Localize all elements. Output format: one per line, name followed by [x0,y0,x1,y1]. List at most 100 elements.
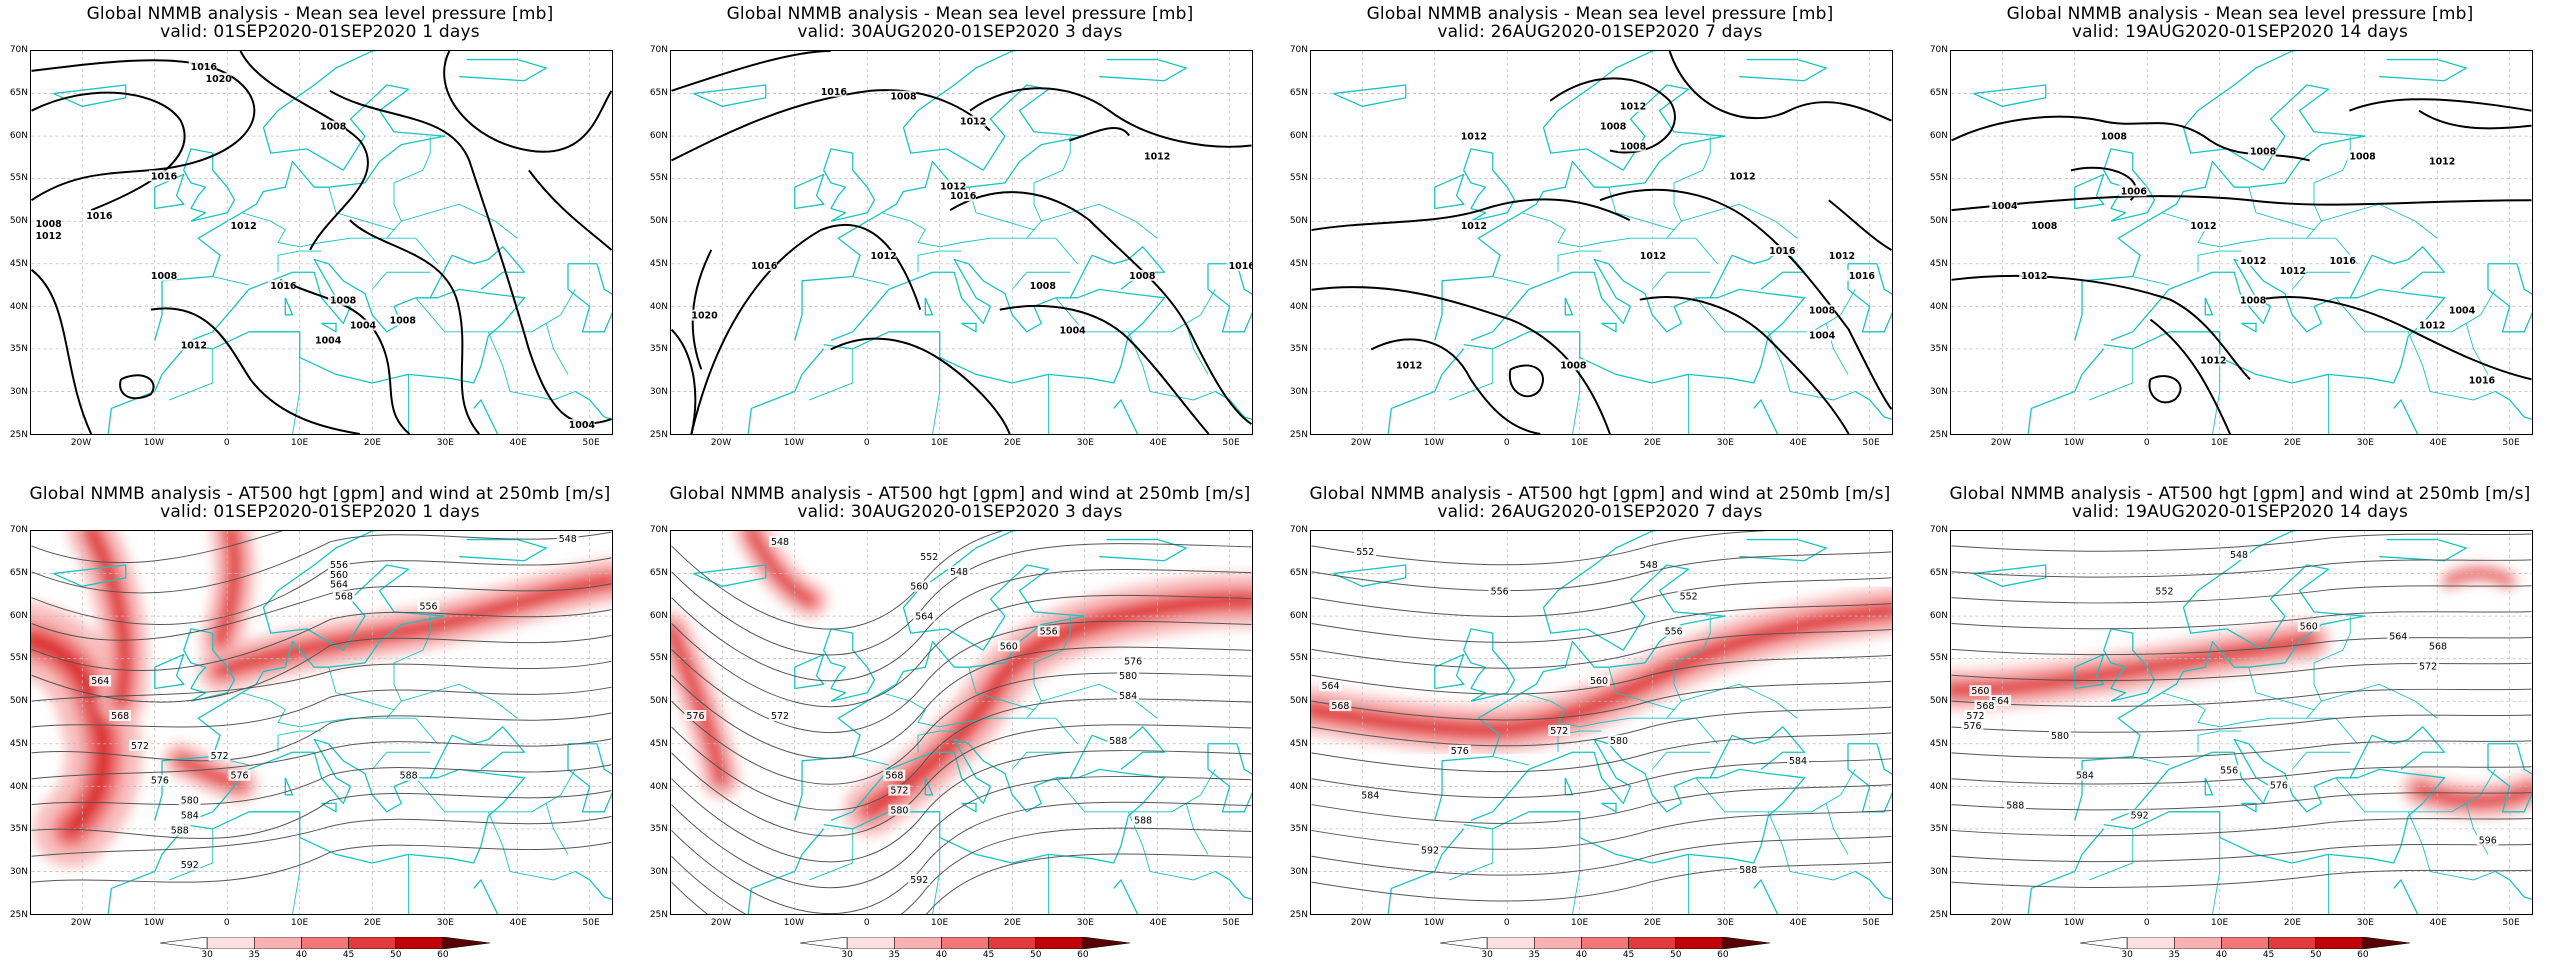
contour-label-bg [148,269,177,281]
geopotential-contours [31,531,612,883]
colorbar-bin [893,937,942,949]
contour-line [31,738,612,780]
contour-label-bg [1359,789,1382,801]
longitude-tick-label: 0 [2143,918,2150,928]
contour-line [1311,706,1892,747]
contour-label: 560 [1000,641,1018,652]
contour-line [1311,531,1768,566]
contour-label: 1016 [2330,256,2357,267]
contour-line [1311,732,1892,773]
contour-line [443,51,612,153]
contour-label: 580 [1610,736,1628,747]
geopotential-contours [1311,531,1892,902]
contour-label-bg [1394,359,1422,371]
contour-line [31,634,612,703]
colorbar-tick-label: 30 [201,950,213,960]
colorbar-bin [301,937,349,949]
contour-label: 576 [230,771,248,782]
contour-label-bg [178,339,207,351]
contour-label-bg [2387,630,2410,642]
contour-label-bg [89,675,112,687]
longitude-tick-label: 20E [363,438,382,448]
contour-line [1311,810,1892,850]
contour-line [1311,784,1892,824]
longitude-tick-label: 20W [70,918,92,928]
colorbar-bin [2221,937,2269,949]
contour-line [31,609,612,671]
latitude-tick-label: 40N [649,301,668,312]
contour-label: 1016 [1769,246,1796,257]
contour-label: 564 [1991,696,2009,707]
contour-label: 560 [910,582,928,593]
contour-labels: 1008 1008 1008 1012 1004 1008 1006 1012 1012 1016… [1989,130,2496,386]
longitude-tick-label: 10W [1423,438,1445,448]
longitude-tick-label: 50E [582,918,600,928]
contour-label-bg [1677,590,1700,602]
latitude-tick-label: 40N [1929,781,1948,792]
contour-label: 592 [181,860,199,871]
contour-label-bg [33,218,62,230]
contour-line [1668,51,1892,122]
pressure-isobars [671,51,1252,434]
contour-label-bg [689,309,718,321]
latitude-tick-label: 55N [649,653,668,664]
contour-line [1951,714,2532,733]
contour-labels: 1016102010081012101610161008101210161008… [33,60,595,431]
contour-label-bg [1588,675,1610,687]
map-canvas: 5485565605645685565645685725765805845885… [31,531,612,914]
latitude-tick-label: 55N [649,173,668,184]
colorbar-tick-label: 50 [389,950,402,960]
contour-line [1069,127,1130,142]
contour-label-bg [2427,640,2449,652]
contour-label: 1006 [2121,186,2148,197]
panel-valid-period: valid: 26AUG2020-01SEP2020 7 days [1437,22,1763,42]
contour-label-bg [1727,170,1756,182]
latitude-tick-label: 50N [649,216,668,227]
contour-line [1311,603,1892,643]
contour-label: 588 [1109,736,1127,747]
wind-speed-shading [31,531,612,868]
colorbar-bin [395,937,444,949]
contour-label: 1012 [1144,151,1170,162]
contour-label-bg [1617,100,1646,112]
jet-stream-core [1311,606,1892,735]
latitude-tick-label: 60N [1929,610,1948,621]
contour-label-bg [203,72,232,84]
latitude-tick-label: 25N [1289,910,1308,920]
geopotential-contours [671,531,1252,914]
contour-label-bg [1127,269,1155,281]
colorbar-tick-label: 60 [1717,950,1729,960]
longitude-tick-label: 20W [1350,438,1372,448]
latitude-tick-label: 30N [1929,867,1948,878]
longitude-tick-label: 10E [2211,918,2229,928]
contour-label: 596 [2479,835,2497,846]
panel-valid-period: valid: 30AUG2020-01SEP2020 3 days [797,22,1123,42]
contour-label: 584 [2076,771,2094,782]
colorbar [2080,937,2410,949]
contour-label: 1008 [2250,146,2276,157]
contour-line [1599,188,1892,410]
contour-label-bg [913,610,936,622]
longitude-tick-label: 0 [2143,438,2150,448]
panel-valid-period: valid: 30AUG2020-01SEP2020 3 days [797,502,1123,522]
contour-label-bg [769,535,791,547]
jet-stream-core [86,531,130,705]
latitude-tick-label: 65N [649,87,668,98]
jet-stream-core [31,633,111,837]
hgt500-wind250-panel: Global NMMB analysis - AT500 hgt [gpm] a… [640,480,1280,960]
contour-label-bg [2218,764,2241,776]
contour-line [1311,577,1892,617]
contour-line [1311,551,1892,592]
latitude-tick-label: 35N [649,344,668,355]
jet-stream-core [177,756,244,788]
contour-label-bg [1548,724,1571,736]
contour-label-bg [1826,249,1855,261]
contour-line [1549,77,1676,154]
colorbar-bin [348,937,397,949]
contour-line [1951,843,2532,863]
contour-label: 1016 [950,191,977,202]
contour-label-bg [168,824,191,836]
contour-label: 1012 [2280,266,2306,277]
contour-label: 580 [181,796,199,807]
geopotential-contours [1951,533,2532,888]
